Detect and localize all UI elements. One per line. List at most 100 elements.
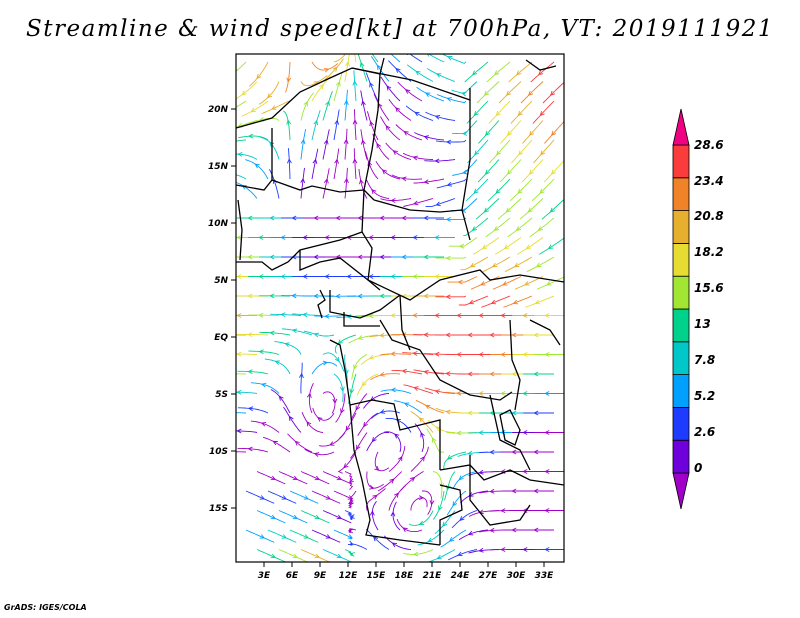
streamline — [322, 471, 352, 485]
streamline-arrow — [420, 431, 425, 438]
streamline — [322, 168, 330, 199]
streamline-arrow — [339, 386, 345, 392]
streamline-arrow — [281, 495, 288, 500]
streamline-arrow — [281, 534, 288, 539]
streamline-arrow — [418, 495, 425, 501]
streamline-arrow — [423, 135, 429, 140]
streamline — [380, 353, 412, 356]
streamline — [236, 81, 258, 100]
streamline-arrow — [258, 235, 264, 240]
streamline — [322, 510, 352, 524]
streamline-arrow — [434, 351, 440, 357]
streamline — [447, 276, 478, 283]
streamline — [360, 129, 368, 160]
streamline — [519, 198, 544, 220]
streamline-arrow — [386, 85, 392, 91]
streamline — [375, 161, 401, 180]
streamline — [440, 529, 467, 548]
streamline — [388, 446, 406, 472]
streamline-arrow — [343, 99, 349, 106]
streamline — [261, 100, 291, 114]
streamline-arrow — [291, 215, 297, 221]
streamline — [344, 354, 348, 386]
streamline-arrow — [369, 484, 375, 490]
streamline-arrow — [461, 131, 468, 136]
streamline-arrow — [343, 463, 349, 469]
streamline-arrow — [313, 293, 319, 299]
streamline-arrow — [367, 160, 373, 167]
streamline-arrow — [448, 536, 455, 542]
streamline — [322, 58, 344, 82]
streamline — [478, 120, 500, 144]
streamline-arrow — [355, 444, 361, 451]
streamline-arrow — [403, 130, 409, 136]
streamline-arrow — [352, 158, 358, 164]
streamline — [531, 178, 555, 202]
lat-tick-label: 5N — [214, 276, 228, 286]
streamline — [322, 549, 352, 562]
streamline — [421, 490, 433, 515]
streamline-arrow — [445, 371, 451, 377]
streamline — [311, 490, 341, 504]
streamline-arrow — [231, 71, 235, 75]
streamline — [365, 72, 379, 102]
streamline — [448, 237, 478, 247]
streamline-arrow — [535, 262, 542, 268]
streamline-arrow — [513, 262, 520, 268]
streamline-arrow — [401, 368, 407, 374]
streamline — [452, 471, 478, 489]
streamline-arrow — [347, 534, 354, 539]
streamline-arrow — [397, 455, 403, 462]
streamline-arrow — [271, 105, 277, 110]
streamline — [344, 510, 355, 521]
streamline-arrow — [280, 312, 286, 317]
streamline-arrow — [323, 139, 329, 145]
streamline-arrow — [352, 119, 358, 125]
streamline-arrow — [226, 294, 230, 298]
streamline-arrow — [323, 178, 329, 184]
streamline — [301, 411, 324, 433]
streamline-arrow — [538, 70, 544, 76]
streamline — [497, 198, 522, 220]
streamline — [405, 105, 434, 121]
streamline — [542, 81, 564, 104]
streamline-arrow — [352, 80, 358, 86]
streamline-arrow — [435, 73, 442, 78]
streamline-arrow — [247, 254, 253, 260]
streamline — [300, 510, 330, 524]
streamline-arrow — [359, 61, 365, 68]
streamline — [392, 501, 401, 531]
lon-tick-label: 6E — [286, 571, 299, 581]
streamline-arrow — [325, 495, 332, 500]
streamline-arrow — [379, 254, 385, 260]
streamline-arrow — [368, 235, 374, 240]
streamline-arrow — [372, 494, 378, 500]
streamline — [402, 352, 434, 355]
streamline-arrow — [424, 404, 431, 410]
streamline — [425, 198, 456, 207]
streamline — [371, 501, 379, 531]
streamline — [333, 71, 344, 102]
streamline-arrow — [445, 294, 451, 300]
streamline-arrow — [445, 255, 451, 261]
streamline-arrow — [292, 553, 299, 559]
streamline — [426, 549, 456, 562]
streamline-arrow — [390, 511, 396, 517]
streamline — [311, 148, 319, 180]
streamline-arrow — [438, 505, 443, 512]
streamline — [238, 135, 269, 141]
streamline-arrow — [348, 499, 354, 504]
streamline — [335, 393, 346, 423]
streamline-arrow — [512, 299, 519, 305]
streamline-arrow — [478, 547, 484, 553]
streamline-arrow — [517, 110, 523, 117]
streamline — [413, 369, 445, 375]
streamline-arrow — [269, 215, 275, 221]
streamline — [416, 86, 445, 102]
streamline — [532, 100, 555, 124]
streamline — [237, 407, 269, 414]
colorbar-swatch — [672, 275, 690, 310]
streamline — [287, 433, 313, 453]
country-borders — [236, 57, 564, 546]
streamline-arrow — [403, 402, 410, 407]
